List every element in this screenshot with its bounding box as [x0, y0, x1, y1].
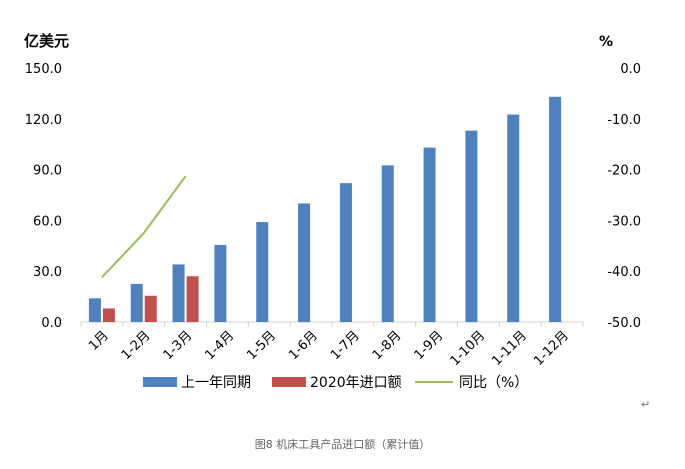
bar	[130, 283, 143, 322]
y-left-tick-label: 30.0	[33, 265, 62, 280]
legend-label: 上一年同期	[181, 375, 251, 391]
x-tick-label: 1-3月	[161, 328, 196, 363]
x-tick-label: 1-11月	[489, 328, 530, 369]
bar	[507, 114, 520, 322]
y-right-tick-label: -20.0	[607, 164, 641, 179]
y-right-tick-label: -50.0	[607, 316, 641, 331]
x-tick-label: 1-6月	[286, 328, 321, 363]
y-left-tick-label: 120.0	[25, 113, 62, 128]
y-right-tick-label: -30.0	[607, 214, 641, 229]
legend-swatch	[143, 377, 177, 387]
x-tick-label: 1-9月	[412, 328, 447, 363]
y-left-tick-label: 60.0	[33, 214, 62, 229]
y-left-unit: 亿美元	[24, 32, 69, 50]
y-right-tick-label: -40.0	[607, 265, 641, 280]
bar	[298, 203, 311, 322]
x-tick-label: 1-7月	[328, 328, 363, 363]
legend-swatch	[272, 377, 306, 387]
y-right-tick-label: -10.0	[607, 113, 641, 128]
bar	[256, 222, 269, 322]
bar	[214, 244, 227, 322]
y-right-unit: %	[599, 34, 613, 50]
return-mark: ↵	[641, 398, 651, 411]
x-tick-label: 1-8月	[370, 328, 405, 363]
y-right-tick-label: 0.0	[620, 62, 641, 77]
bar	[172, 264, 185, 322]
bar	[339, 183, 352, 322]
x-tick-label: 1-10月	[448, 328, 489, 369]
x-tick-label: 1-5月	[244, 328, 279, 363]
x-tick-label: 1-4月	[202, 328, 237, 363]
y-left-tick-label: 150.0	[25, 62, 62, 77]
bar	[144, 295, 157, 322]
bar	[186, 276, 199, 322]
legend-label: 2020年进口额	[310, 375, 402, 391]
legend-label: 同比（%）	[459, 375, 528, 391]
x-tick-label: 1-2月	[119, 328, 154, 363]
x-tick-label: 1月	[86, 328, 112, 354]
y-left-tick-label: 0.0	[41, 316, 62, 331]
x-tick-label: 1-12月	[531, 328, 572, 369]
bar	[549, 96, 562, 322]
figure-caption: 图8 机床工具产品进口额（累计值）	[254, 438, 431, 451]
bar	[102, 308, 115, 322]
line-series-path	[101, 175, 187, 278]
y-left-tick-label: 90.0	[33, 164, 62, 179]
bar	[381, 165, 394, 322]
bar	[465, 130, 478, 322]
bar	[423, 147, 436, 322]
bar	[88, 298, 101, 322]
